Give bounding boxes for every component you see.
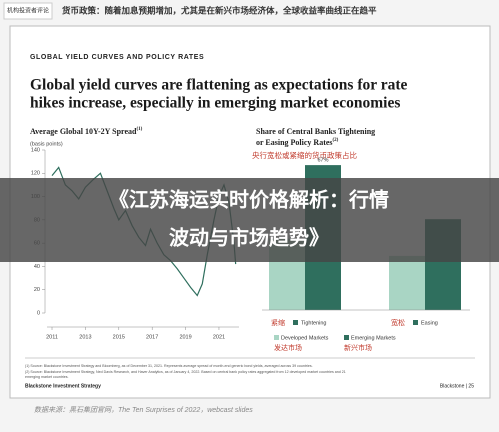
note: (2) — [333, 138, 339, 143]
x-tick-label: 2021 — [213, 334, 225, 340]
x-tick-label: 2013 — [79, 334, 91, 340]
source: 数据来源：黑石集团官网，The Ten Surprises of 2022，we… — [34, 406, 253, 414]
kicker: GLOBAL YIELD CURVES AND POLICY RATES — [30, 54, 204, 61]
chart-subtitle: (basis points) — [30, 141, 63, 147]
legend-label: Emerging Markets — [351, 335, 396, 341]
category-label-cn: 紧缩 — [271, 318, 285, 327]
category-label: Easing — [421, 320, 438, 326]
x-tick-label: 2019 — [179, 334, 191, 340]
y-tick-label: 120 — [31, 171, 40, 177]
legend-swatch — [344, 335, 349, 340]
footnote: (2) Source: Blackstone Investment Strate… — [25, 370, 346, 374]
slide-title: Global yield curves are flattening as ex… — [30, 77, 408, 94]
footnote: (1) Source: Blackstone Investment Strate… — [25, 364, 313, 368]
chart-title: Average Global 10Y-2Y Spread(1) — [30, 127, 143, 136]
header-title: 货币政策：随着加息预期增加，尤其是在新兴市场经济体，全球收益率曲线正在趋平 — [61, 5, 377, 15]
slide-title: hikes increase, especially in emerging m… — [30, 95, 400, 112]
footnote: emerging market countries. — [25, 375, 69, 379]
chart-title: or Easing Policy Rates(2) — [256, 138, 339, 147]
category-label: Tightening — [301, 320, 326, 326]
legend-swatch — [274, 335, 279, 340]
y-tick-label: 0 — [37, 310, 40, 316]
logo-box — [3, 2, 53, 20]
brand: Blackstone Investment Strategy — [25, 383, 101, 389]
chart-title: Share of Central Banks Tightening — [256, 127, 375, 136]
chart-title: or Easing Policy Rates — [256, 138, 333, 147]
legend-swatch — [293, 320, 298, 325]
banner — [0, 178, 499, 262]
bar — [389, 255, 425, 310]
value-label: 67% — [317, 158, 328, 164]
page-number: Blackstone | 25 — [440, 383, 474, 389]
banner-text: 《江苏海运实时价格解析：行情 — [109, 187, 389, 211]
legend-label: Developed Markets — [281, 335, 329, 341]
y-tick-label: 40 — [34, 264, 40, 270]
chart-subtitle: 央行宽松或紧缩的货币政策占比 — [252, 150, 357, 160]
legend-swatch — [413, 320, 418, 325]
y-tick-label: 140 — [31, 147, 40, 153]
x-tick-label: 2017 — [146, 334, 158, 340]
category-label-cn: 宽松 — [391, 318, 405, 327]
x-tick-label: 2015 — [113, 334, 125, 340]
banner-text: 波动与市场趋势》 — [169, 225, 329, 249]
legend-label-cn: 新兴市场 — [344, 343, 372, 352]
chart-title: Average Global 10Y-2Y Spread — [30, 127, 137, 136]
x-tick-label: 2011 — [46, 334, 58, 340]
legend-label-cn: 发达市场 — [274, 343, 302, 352]
note: (1) — [136, 127, 142, 132]
logo: 机构投资者评论 — [7, 7, 49, 15]
y-tick-label: 20 — [34, 287, 40, 293]
